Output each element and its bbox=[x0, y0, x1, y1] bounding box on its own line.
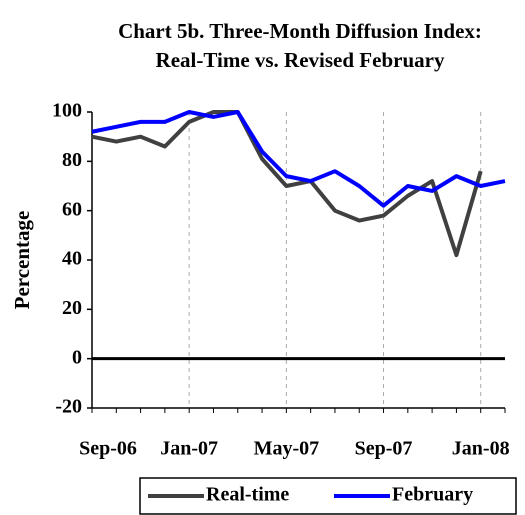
legend-box bbox=[139, 477, 517, 515]
y-tick-label: 40 bbox=[62, 248, 82, 270]
legend-label: Real-time bbox=[206, 484, 289, 506]
x-tick-label: Jan-08 bbox=[452, 438, 510, 460]
x-tick-label: Sep-07 bbox=[355, 438, 413, 460]
y-tick-label: 20 bbox=[62, 297, 82, 319]
y-tick-label: 60 bbox=[62, 198, 82, 220]
chart-subtitle: Real-Time vs. Revised February bbox=[156, 48, 445, 72]
x-tick-label: May-07 bbox=[254, 438, 320, 460]
line-series bbox=[91, 110, 483, 258]
x-tick-label: Sep-06 bbox=[79, 438, 137, 460]
y-tick-label: 100 bbox=[52, 100, 82, 122]
x-tick-label: Jan-07 bbox=[160, 438, 218, 460]
y-tick-label: 80 bbox=[62, 149, 82, 171]
y-tick-label: -20 bbox=[55, 396, 82, 418]
y-axis-label: Percentage bbox=[10, 211, 34, 310]
line-series bbox=[91, 110, 506, 208]
legend-label: February bbox=[392, 484, 473, 506]
y-tick-label: 0 bbox=[72, 346, 82, 368]
chart-title: Chart 5b. Three-Month Diffusion Index: bbox=[118, 19, 482, 43]
